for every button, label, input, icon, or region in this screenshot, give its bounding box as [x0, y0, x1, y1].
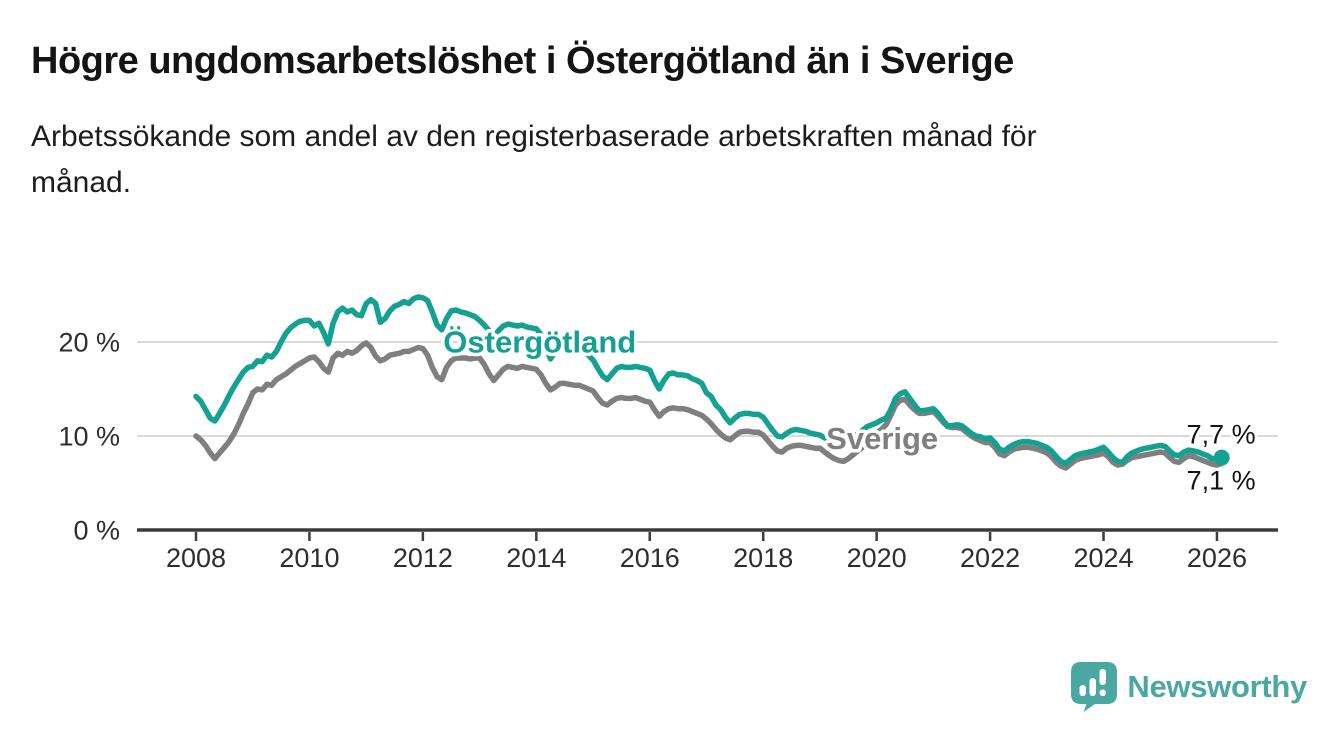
y-tick-label: 20 %	[58, 328, 120, 358]
chart-header: Högre ungdomsarbetslöshet i Östergötland…	[31, 0, 1311, 207]
x-tick-label: 2010	[279, 543, 339, 573]
x-tick-label: 2012	[393, 543, 453, 573]
chart-labels: 2008 2010 2012 2014 2016 2018 2020 2022 2024 2026…	[58, 321, 1258, 573]
stergtland-series-label: Östergötland	[443, 324, 636, 359]
y-tick-label: 0 %	[73, 516, 120, 546]
x-tick-label: 2016	[620, 543, 680, 573]
subtitle-line-2: månad.	[31, 166, 132, 200]
ostergotland-end-marker	[1213, 449, 1230, 466]
x-tick-label: 2022	[960, 543, 1020, 573]
x-tick-label: 2020	[847, 543, 907, 573]
sverige-end-value-label: 7,1 %	[1187, 465, 1256, 495]
axis	[137, 528, 1278, 541]
page-subtitle: Arbetssökande som andel av den registerb…	[31, 114, 1261, 207]
subtitle-line-1: Arbetssökande som andel av den registerb…	[31, 119, 1037, 153]
y-tick-label: 10 %	[58, 422, 120, 452]
x-tick-label: 2008	[166, 543, 226, 573]
newsworthy-logo-icon	[1071, 662, 1118, 712]
stergtland-end-value-label: 7,7 %	[1187, 420, 1256, 450]
x-tick-label: 2024	[1073, 543, 1133, 573]
x-tick-label: 2026	[1187, 543, 1247, 573]
x-tick-label: 2014	[506, 543, 566, 573]
sverige-line	[193, 340, 1225, 471]
newsworthy-logo: Newsworthy	[1071, 662, 1307, 712]
newsworthy-logo-text: Newsworthy	[1127, 669, 1307, 704]
series-lines	[193, 294, 1225, 471]
sverige-series-label: Sverige	[826, 421, 938, 456]
stergtland-line	[193, 294, 1225, 467]
x-tick-label: 2018	[733, 543, 793, 573]
page-title: Högre ungdomsarbetslöshet i Östergötland…	[31, 40, 1014, 82]
